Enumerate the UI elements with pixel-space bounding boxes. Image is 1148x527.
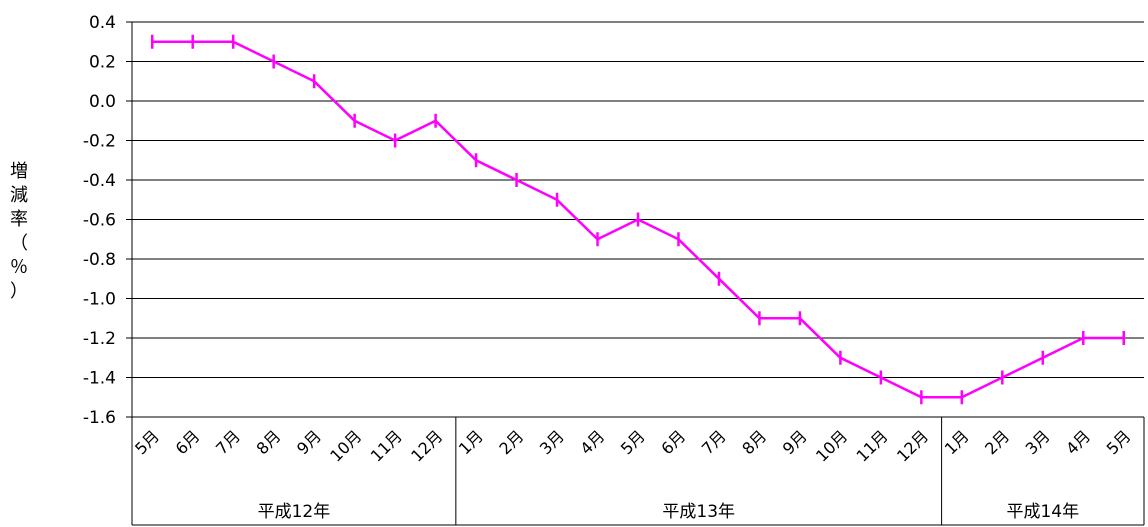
x-tick-label: 5月 — [1103, 426, 1135, 458]
x-tick-label: 8月 — [738, 426, 770, 458]
y-axis-label-char: 増 — [10, 161, 28, 182]
y-tick-label: -0.6 — [83, 211, 116, 231]
x-tick-label: 8月 — [253, 426, 285, 458]
y-tick-label: -1.2 — [83, 329, 116, 349]
x-tick-label: 3月 — [1022, 426, 1054, 458]
x-tick-label: 4月 — [1062, 426, 1094, 458]
x-tick-label: 2月 — [981, 426, 1013, 458]
y-tick-label: 0.4 — [89, 13, 116, 33]
y-tick-label: -1.0 — [83, 290, 116, 310]
x-tick-label: 7月 — [212, 426, 244, 458]
group-label: 平成13年 — [662, 502, 735, 522]
group-label: 平成14年 — [1006, 502, 1079, 522]
y-tick-label: -0.8 — [83, 250, 116, 270]
x-tick-label: 9月 — [293, 426, 325, 458]
y-tick-label: -1.4 — [83, 369, 116, 389]
x-tick-label: 12月 — [893, 426, 932, 465]
x-tick-label: 12月 — [407, 426, 446, 465]
y-tick-label: 0.0 — [89, 92, 116, 112]
x-tick-label: 6月 — [172, 426, 204, 458]
y-tick-label: -0.2 — [83, 132, 116, 152]
x-tick-label: 7月 — [698, 426, 730, 458]
x-tick-label: 11月 — [853, 426, 892, 465]
x-tick-label: 1月 — [455, 426, 487, 458]
x-tick-label: 3月 — [536, 426, 568, 458]
x-tick-label: 10月 — [326, 426, 365, 465]
y-tick-label: 0.2 — [89, 53, 116, 73]
x-tick-label: 6月 — [657, 426, 689, 458]
y-tick-label: -0.4 — [83, 171, 116, 191]
x-tick-label: 5月 — [617, 426, 649, 458]
x-tick-label: 4月 — [576, 426, 608, 458]
y-tick-label: -1.6 — [83, 408, 116, 428]
x-tick-label: 5月 — [131, 426, 163, 458]
x-tick-label: 1月 — [941, 426, 973, 458]
y-axis-label-char: 減 — [10, 185, 28, 206]
x-tick-label: 9月 — [779, 426, 811, 458]
x-tick-label: 2月 — [495, 426, 527, 458]
group-label: 平成12年 — [258, 502, 331, 522]
y-axis-label-char: ） — [10, 281, 28, 302]
y-axis-label-char: （ — [10, 233, 28, 254]
y-axis-label-char: 率 — [10, 209, 28, 230]
x-tick-label: 11月 — [367, 426, 406, 465]
y-axis-label-char: ％ — [10, 257, 28, 278]
x-tick-label: 10月 — [812, 426, 851, 465]
y-axis-label: 増 減 率 （ ％ ） — [6, 160, 32, 304]
